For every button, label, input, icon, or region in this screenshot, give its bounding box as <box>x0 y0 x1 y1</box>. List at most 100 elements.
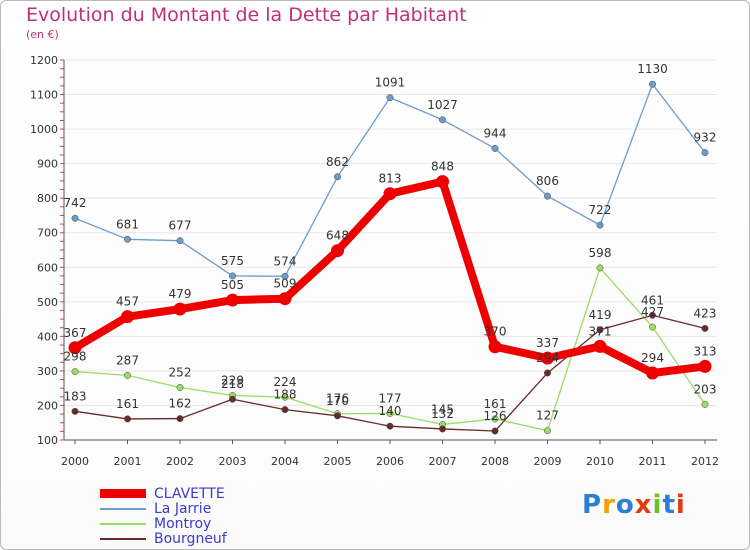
data-point <box>701 324 709 332</box>
data-point <box>173 302 187 316</box>
data-point <box>544 427 551 435</box>
data-label: 298 <box>64 350 87 364</box>
data-label: 161 <box>116 397 139 411</box>
data-label: 479 <box>169 287 192 301</box>
data-point <box>646 366 659 380</box>
data-point <box>439 425 446 433</box>
proxiti-logo: Proxiti <box>582 490 686 520</box>
data-label: 162 <box>169 397 192 411</box>
data-label: 371 <box>589 324 612 338</box>
data-point <box>491 144 499 152</box>
data-point <box>121 310 134 324</box>
data-label: 461 <box>641 293 664 307</box>
legend-label: Montroy <box>154 515 212 532</box>
data-point <box>649 311 656 319</box>
data-label: 188 <box>274 388 297 402</box>
chart-title: Evolution du Montant de la Dette par Hab… <box>26 4 467 26</box>
data-label: 313 <box>694 344 717 358</box>
data-label: 932 <box>694 131 717 145</box>
data-label: 423 <box>694 306 717 320</box>
data-point <box>331 244 344 258</box>
data-label: 806 <box>536 174 559 188</box>
data-label: 287 <box>116 353 139 367</box>
data-label: 367 <box>64 326 87 340</box>
x-tick-label: 2012 <box>691 455 719 468</box>
y-tick-label: 400 <box>37 330 58 343</box>
data-point <box>386 94 394 102</box>
data-label: 457 <box>116 295 139 309</box>
data-point <box>124 415 131 423</box>
data-point <box>124 235 131 243</box>
legend-swatch <box>100 507 146 510</box>
y-tick-label: 1100 <box>30 89 58 102</box>
legend-label: CLAVETTE <box>154 485 225 502</box>
data-point <box>701 149 709 157</box>
data-point <box>439 116 446 124</box>
data-point <box>334 173 341 181</box>
data-label: 183 <box>64 389 87 403</box>
y-tick-label: 500 <box>37 296 58 309</box>
x-tick-label: 2000 <box>61 455 89 468</box>
data-label: 574 <box>274 254 297 268</box>
data-point <box>544 369 551 377</box>
y-tick-label: 100 <box>37 434 58 447</box>
data-point <box>593 339 607 353</box>
x-tick-label: 2006 <box>376 455 404 468</box>
chart-subtitle: (en €) <box>26 28 59 41</box>
data-point <box>176 237 184 245</box>
data-point <box>596 264 604 272</box>
data-point <box>491 415 499 423</box>
data-label: 127 <box>536 409 559 423</box>
data-label: 252 <box>169 365 192 379</box>
legend-item: CLAVETTE <box>100 485 227 502</box>
data-label: 1027 <box>427 98 458 112</box>
data-label: 1091 <box>375 76 406 90</box>
y-tick-label: 300 <box>37 365 58 378</box>
legend-item: Bourgneuf <box>100 531 227 547</box>
data-label: 575 <box>221 254 244 268</box>
x-tick-label: 2009 <box>534 455 562 468</box>
data-label: 337 <box>536 336 559 350</box>
data-label: 1130 <box>637 62 668 76</box>
data-point <box>386 409 394 417</box>
data-label: 294 <box>641 351 664 365</box>
data-point <box>334 412 341 420</box>
data-label: 170 <box>326 394 349 408</box>
legend-item: Montroy <box>100 515 227 532</box>
legend-item: La Jarrie <box>100 501 227 517</box>
data-label: 862 <box>326 155 349 169</box>
y-tick-label: 600 <box>37 261 58 274</box>
y-tick-label: 200 <box>37 399 58 412</box>
legend-swatch <box>100 489 146 498</box>
data-label: 722 <box>589 203 612 217</box>
x-tick-label: 2010 <box>586 455 614 468</box>
data-label: 648 <box>326 229 349 243</box>
data-point <box>649 323 656 331</box>
data-point <box>71 407 79 415</box>
y-tick-label: 700 <box>37 227 58 240</box>
data-label: 681 <box>116 217 139 231</box>
data-label: 176 <box>326 392 349 406</box>
data-point <box>596 326 604 334</box>
data-label: 132 <box>431 407 454 421</box>
data-point <box>386 422 394 430</box>
x-tick-label: 2001 <box>114 455 142 468</box>
data-point <box>544 192 551 200</box>
data-label: 598 <box>589 246 612 260</box>
data-point <box>176 415 184 423</box>
x-tick-label: 2011 <box>639 455 667 468</box>
data-label: 294 <box>536 351 559 365</box>
data-point <box>71 368 79 376</box>
data-label: 505 <box>221 278 244 292</box>
data-point <box>541 351 554 365</box>
data-label: 509 <box>274 277 297 291</box>
data-point <box>226 293 239 307</box>
legend-swatch <box>100 522 146 525</box>
data-label: 177 <box>379 391 402 405</box>
x-tick-label: 2007 <box>429 455 457 468</box>
data-point <box>124 371 131 379</box>
data-point <box>701 400 709 408</box>
data-point <box>281 393 289 401</box>
data-point <box>281 406 289 414</box>
data-point <box>71 214 79 222</box>
